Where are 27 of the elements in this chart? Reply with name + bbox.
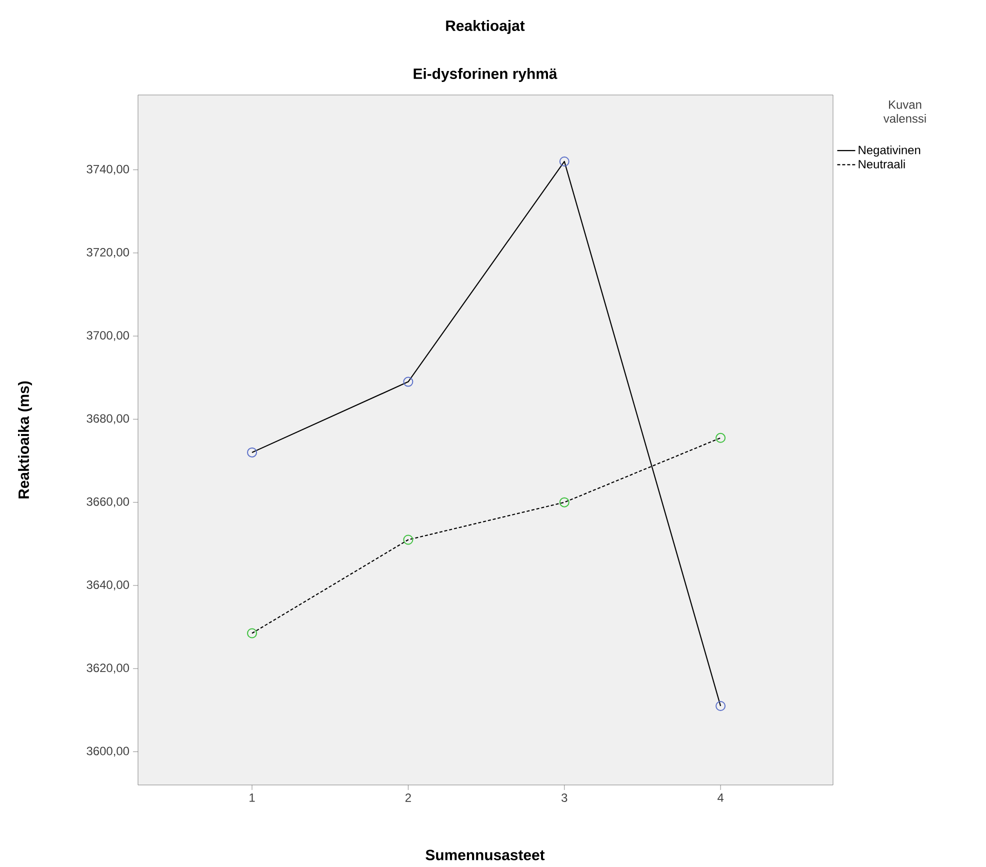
y-axis-title: Reaktioaika (ms) — [18, 381, 32, 498]
y-tick-label: 3660,00 — [86, 497, 130, 508]
legend-label: Negativinen — [858, 145, 920, 157]
y-tick-label: 3720,00 — [86, 248, 130, 258]
point — [559, 156, 570, 166]
y-tick-label: 3700,00 — [86, 331, 130, 342]
x-tick-label: 2 — [405, 794, 411, 802]
chart-title: Reaktioajat — [446, 20, 525, 34]
y-tick-label: 3600,00 — [86, 746, 130, 757]
x-tick-label: 1 — [250, 794, 255, 802]
y-tick-label: 3620,00 — [86, 664, 130, 674]
chart-subtitle: Ei-dysforinen ryhmä — [414, 68, 558, 82]
x-axis-title: Sumennusasteet — [426, 850, 545, 860]
point — [716, 701, 726, 712]
y-tick-label: 3680,00 — [86, 414, 130, 424]
x-tick-label: 4 — [718, 794, 724, 802]
point — [403, 376, 414, 387]
point — [247, 628, 258, 638]
y-tick-label: 3640,00 — [86, 580, 130, 590]
point — [403, 534, 414, 545]
point — [716, 432, 726, 443]
legend-title: Kuvan valenssi — [883, 100, 926, 123]
legend-label: Neutraali — [858, 160, 905, 168]
point — [559, 497, 570, 508]
x-tick-label: 3 — [562, 794, 568, 802]
y-tick-label: 3740,00 — [86, 164, 130, 175]
point — [247, 447, 258, 458]
